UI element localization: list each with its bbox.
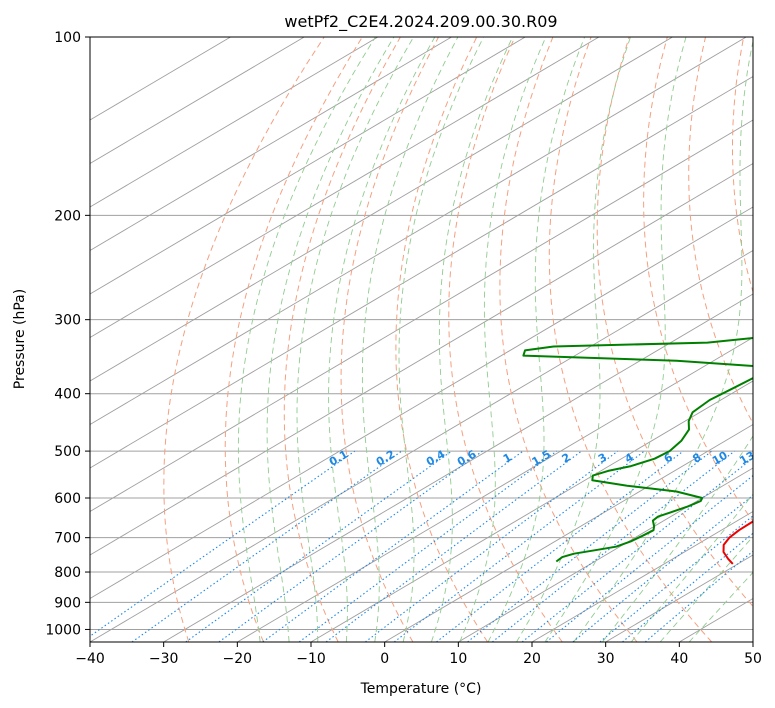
isotherm-line (90, 249, 753, 642)
mixing-ratio-label: 16 (760, 449, 775, 468)
y-tick-label: 400 (54, 387, 81, 403)
isotherm-line (90, 75, 753, 469)
mixing-ratio-line (90, 450, 356, 637)
x-tick-label: 0 (380, 651, 389, 667)
mixing-ratio-label: 13 (737, 449, 757, 468)
y-tick-label: 600 (54, 491, 81, 507)
mixing-ratio-line (622, 532, 753, 642)
moist-adiabat (544, 37, 687, 642)
isotherm-line (90, 162, 753, 556)
x-tick-label: −10 (296, 651, 326, 667)
moist-adiabat (361, 37, 459, 642)
isotherm-line (384, 423, 753, 642)
moist-adiabat (398, 37, 485, 642)
x-axis-label: Temperature (°C) (360, 681, 482, 697)
dry-adiabat (224, 37, 363, 642)
dry-adiabat (340, 37, 439, 642)
mixing-ratio-line (599, 515, 753, 642)
moist-adiabat (296, 37, 414, 642)
plot-frame (89, 36, 754, 643)
isotherm-label: -70 (771, 91, 775, 114)
chart-title: wetPf2_C2E4.2024.209.00.30.R09 (284, 12, 557, 32)
dry-adiabat (548, 37, 713, 642)
y-tick-label: 300 (54, 313, 81, 329)
isotherm-line (90, 37, 747, 426)
moist-adiabat (459, 37, 547, 642)
x-tick-label: −20 (223, 651, 253, 667)
profiles (522, 336, 753, 565)
mixing-ratio-line (644, 550, 753, 642)
x-tick-label: 40 (670, 651, 688, 667)
y-tick-label: 700 (54, 531, 81, 547)
dry-adiabat (596, 37, 753, 608)
mixing-ratio-line (262, 450, 524, 642)
dry-adiabat (643, 37, 753, 522)
isotherm-line (531, 510, 753, 642)
isotherm-line (90, 119, 753, 513)
x-tick-label: 30 (597, 651, 615, 667)
x-axis: −40 −30 −20 −10 0 10 20 30 40 50 (75, 642, 762, 667)
isotherm-line (90, 37, 673, 382)
mixing-ratio-line (364, 450, 619, 642)
isotherm-line (90, 37, 379, 208)
isotherm-line (90, 37, 526, 295)
x-tick-label: 50 (744, 651, 762, 667)
dry-adiabat (395, 37, 489, 642)
dry-adiabat (732, 37, 753, 294)
mixing-ratio-line (131, 450, 403, 642)
mixing-ratio-line (521, 457, 753, 642)
dry-adiabat (283, 37, 401, 642)
isotherm-label: -80 (762, 53, 775, 76)
mixing-ratio-line (436, 450, 684, 642)
isotherm-line (90, 206, 753, 600)
moist-adiabat (430, 37, 514, 642)
mixing-ratio-line (572, 494, 753, 642)
mixing-ratio-line (393, 450, 645, 642)
x-tick-label: 20 (523, 651, 541, 667)
plot-background (90, 37, 753, 642)
y-tick-label: 800 (54, 565, 81, 581)
y-tick-label: 500 (54, 444, 81, 460)
isotherm-line (752, 641, 753, 642)
y-tick-label: 1000 (45, 622, 81, 638)
isotherm-line (90, 37, 305, 165)
mixing-ratio-line (185, 450, 453, 642)
y-axis-label: Pressure (hPa) (12, 289, 28, 389)
y-axis: 100 200 300 400 500 600 700 800 900 1000 (45, 30, 90, 638)
mixing-ratio-line (218, 450, 483, 642)
moist-adiabat (630, 493, 753, 642)
isotherm-line (90, 37, 452, 252)
y-tick-label: 200 (54, 208, 81, 224)
background-lines (90, 37, 753, 642)
isotherm-label: -90 (762, 9, 775, 32)
moist-adiabat (328, 37, 436, 642)
isotherm-line (163, 293, 753, 642)
dry-adiabat (163, 37, 325, 642)
x-tick-label: 10 (449, 651, 467, 667)
moist-adiabat (487, 37, 586, 642)
dewpoint-profile (522, 336, 753, 563)
isotherm-line (237, 336, 753, 642)
x-tick-label: −30 (149, 651, 179, 667)
x-tick-label: −40 (75, 651, 105, 667)
moist-adiabat (516, 37, 631, 642)
y-tick-label: 100 (54, 30, 81, 46)
isotherm-line (90, 37, 600, 339)
moist-adiabat (237, 37, 376, 642)
y-tick-label: 900 (54, 595, 81, 611)
moist-adiabat (266, 37, 395, 642)
dry-adiabat (448, 37, 563, 642)
moist-adiabat (601, 435, 753, 642)
moist-adiabat (573, 39, 753, 642)
mixing-ratio-line (545, 474, 753, 642)
isotherm-line (310, 380, 753, 642)
